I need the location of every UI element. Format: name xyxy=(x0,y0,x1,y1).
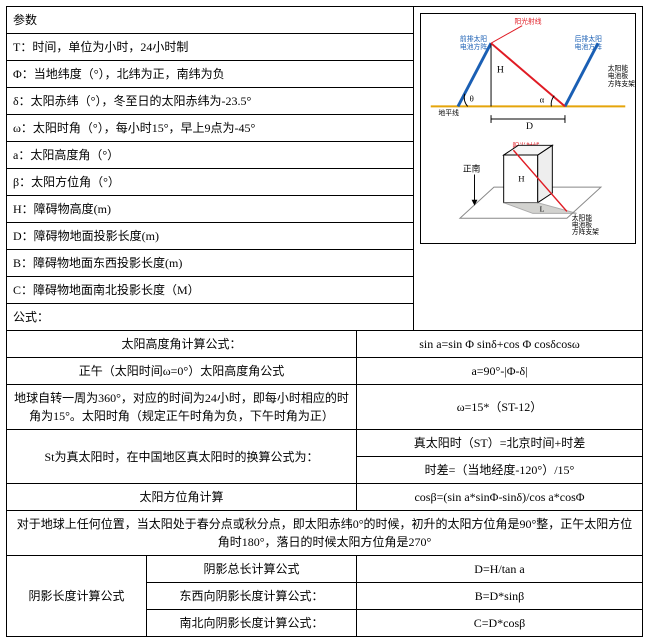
d-label: D xyxy=(526,121,533,132)
formula-expr: B=D*sinβ xyxy=(357,583,643,610)
param-row: C：障碍物地面南北投影长度（M） xyxy=(6,277,414,304)
param-row: D：障碍物地面投影长度(m) xyxy=(6,223,414,250)
formula-expr: ω=15*（ST-12） xyxy=(357,385,643,430)
diagram-wrap: 阳光射线 地平线 前排太阳电池方阵 后排太阳电池方阵 太阳能电池板方阵支架 xyxy=(414,7,642,254)
formula-name: 地球自转一周为360°，对应的时间为24小时，即每小时相应的时角为15°。太阳时… xyxy=(7,385,357,430)
diagram-svg: 阳光射线 地平线 前排太阳电池方阵 后排太阳电池方阵 太阳能电池板方阵支架 xyxy=(420,13,636,244)
param-row: a：太阳高度角（°） xyxy=(6,142,414,169)
note-row: 对于地球上任何位置，当太阳处于春分点或秋分点，即太阳赤纬0°的时候，初升的太阳方… xyxy=(7,511,643,556)
table-row: St为真太阳时，在中国地区真太阳时的换算公式为： 真太阳时（ST）=北京时间+时… xyxy=(7,430,643,457)
sun-ray-ext xyxy=(491,26,522,44)
formula-name: 阴影总长计算公式 xyxy=(147,556,357,583)
formula-name: 正午（太阳时间ω=0°）太阳高度角公式 xyxy=(7,358,357,385)
table-row: 地球自转一周为360°，对应的时间为24小时，即每小时相应的时角为15°。太阳时… xyxy=(7,385,643,430)
l-label: L xyxy=(540,204,545,213)
formula-name: 南北向阴影长度计算公式： xyxy=(147,610,357,637)
group-label: 阴影长度计算公式 xyxy=(7,556,147,637)
formula-name: 太阳高度角计算公式： xyxy=(7,331,357,358)
page: 参数 T：时间，单位为小时，24小时制 Φ：当地纬度（°），北纬为正，南纬为负 … xyxy=(0,0,649,643)
table-row: 阴影长度计算公式 阴影总长计算公式 D=H/tan a xyxy=(7,556,643,583)
table-row: 正午（太阳时间ω=0°）太阳高度角公式 a=90°-|Φ-δ| xyxy=(7,358,643,385)
table-row: 对于地球上任何位置，当太阳处于春分点或秋分点，即太阳赤纬0°的时候，初升的太阳方… xyxy=(7,511,643,556)
bracket-label: 太阳能电池板方阵支架 xyxy=(608,63,635,88)
formula-name: 太阳方位角计算 xyxy=(7,484,357,511)
horizon-label: 地平线 xyxy=(439,108,460,117)
formula-expr: sin a=sin Φ sinδ+cos Φ cosδcosω xyxy=(357,331,643,358)
formula-expr: D=H/tan a xyxy=(357,556,643,583)
param-row: T：时间，单位为小时，24小时制 xyxy=(6,34,414,61)
left-panel xyxy=(458,43,491,106)
formula-table: 太阳高度角计算公式： sin a=sin Φ sinδ+cos Φ cosδco… xyxy=(6,331,643,637)
h2-label: H xyxy=(518,173,525,183)
table-row: 太阳高度角计算公式： sin a=sin Φ sinδ+cos Φ cosδco… xyxy=(7,331,643,358)
diagram-column: 阳光射线 地平线 前排太阳电池方阵 后排太阳电池方阵 太阳能电池板方阵支架 xyxy=(414,6,643,331)
table-row: 太阳方位角计算 cosβ=(sin a*sinΦ-sinδ)/cos a*cos… xyxy=(7,484,643,511)
right-panel xyxy=(565,43,598,106)
param-row: β：太阳方位角（°） xyxy=(6,169,414,196)
param-row: Φ：当地纬度（°），北纬为正，南纬为负 xyxy=(6,61,414,88)
h-label: H xyxy=(497,64,504,75)
param-row: B：障碍物地面东西投影长度(m) xyxy=(6,250,414,277)
params-column: 参数 T：时间，单位为小时，24小时制 Φ：当地纬度（°），北纬为正，南纬为负 … xyxy=(6,6,414,331)
param-row: ω：太阳时角（°），每小时15°，早上9点为-45° xyxy=(6,115,414,142)
bracket-label-2: 太阳能电池板方阵支架 xyxy=(572,213,599,236)
formula-expr: 时差=（当地经度-120°）/15° xyxy=(357,457,643,484)
params-title: 参数 xyxy=(6,6,414,34)
formula-name: St为真太阳时，在中国地区真太阳时的换算公式为： xyxy=(7,430,357,484)
formula-expr: 真太阳时（ST）=北京时间+时差 xyxy=(357,430,643,457)
left-panel-label: 前排太阳电池方阵 xyxy=(460,34,487,51)
formula-name: 东西向阴影长度计算公式： xyxy=(147,583,357,610)
formula-expr: C=D*cosβ xyxy=(357,610,643,637)
direction-label: 正南 xyxy=(463,163,481,174)
right-panel-label: 后排太阳电池方阵 xyxy=(575,34,602,51)
formula-header: 公式： xyxy=(6,304,414,331)
lower-diagram: 阳光射线 正 xyxy=(460,141,601,236)
param-row: H：障碍物高度(m) xyxy=(6,196,414,223)
sun-ray-label: 阳光射线 xyxy=(514,17,541,26)
formula-expr: a=90°-|Φ-δ| xyxy=(357,358,643,385)
theta-label: θ xyxy=(470,94,474,104)
top-section: 参数 T：时间，单位为小时，24小时制 Φ：当地纬度（°），北纬为正，南纬为负 … xyxy=(6,6,643,331)
formula-expr: cosβ=(sin a*sinΦ-sinδ)/cos a*cosΦ xyxy=(357,484,643,511)
param-row: δ：太阳赤纬（°），冬至日的太阳赤纬为-23.5° xyxy=(6,88,414,115)
upper-diagram: 阳光射线 地平线 前排太阳电池方阵 后排太阳电池方阵 太阳能电池板方阵支架 xyxy=(431,17,635,132)
alpha-label: α xyxy=(540,95,545,105)
theta-arc xyxy=(464,94,467,107)
